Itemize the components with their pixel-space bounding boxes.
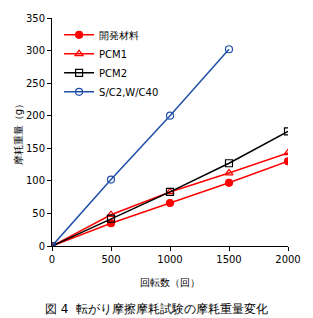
svg-text:350: 350 (26, 13, 45, 24)
svg-text:摩耗重量（g）: 摩耗重量（g） (13, 99, 24, 165)
svg-text:PCM2: PCM2 (99, 68, 127, 79)
svg-text:S/C2,W/C40: S/C2,W/C40 (99, 87, 158, 98)
svg-text:500: 500 (101, 254, 120, 265)
svg-text:開発材料: 開発材料 (99, 30, 139, 41)
svg-text:0: 0 (49, 254, 55, 265)
svg-text:1500: 1500 (216, 254, 241, 265)
svg-text:図 4 転がり摩擦摩耗試験の摩耗重量変化: 図 4 転がり摩擦摩耗試験の摩耗重量変化 (45, 302, 268, 316)
svg-text:100: 100 (26, 175, 45, 186)
svg-text:回転数（回）: 回転数（回） (140, 277, 200, 288)
svg-text:2000: 2000 (275, 254, 300, 265)
svg-text:0: 0 (39, 241, 45, 252)
svg-text:200: 200 (26, 110, 45, 121)
svg-text:PCM1: PCM1 (99, 49, 127, 60)
svg-text:1000: 1000 (157, 254, 182, 265)
svg-text:250: 250 (26, 78, 45, 89)
svg-text:150: 150 (26, 143, 45, 154)
svg-text:50: 50 (32, 208, 45, 219)
svg-text:300: 300 (26, 45, 45, 56)
